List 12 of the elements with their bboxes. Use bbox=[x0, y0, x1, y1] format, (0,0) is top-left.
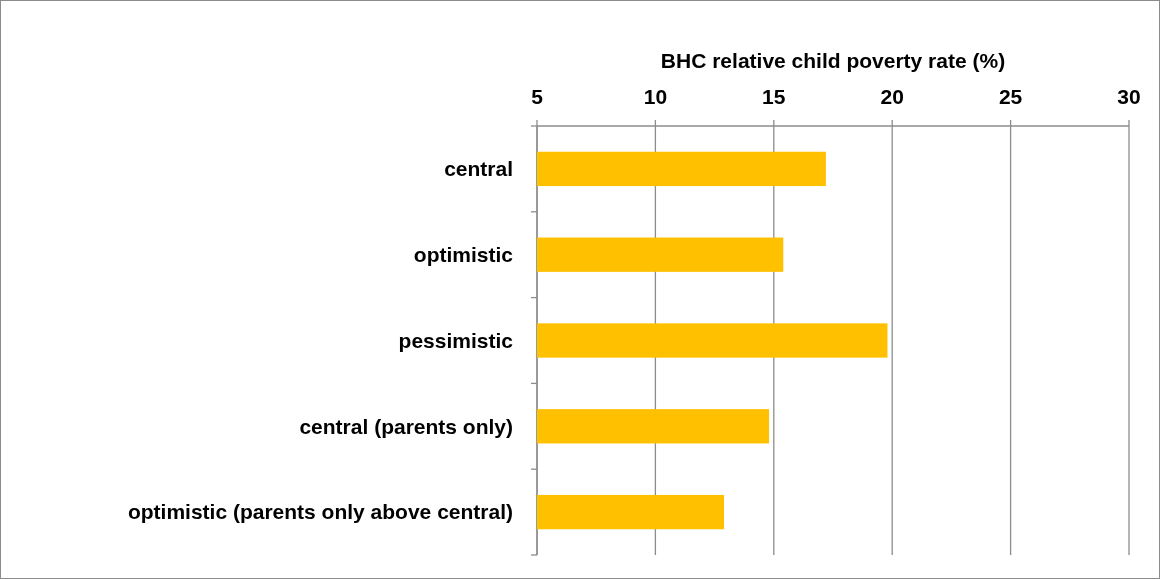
x-tick-label: 10 bbox=[643, 85, 668, 108]
x-tick-label: 25 bbox=[998, 85, 1023, 108]
x-tick-label: 30 bbox=[1117, 85, 1141, 108]
y-tick-label: pessimistic bbox=[398, 328, 514, 352]
y-tick-label: optimistic bbox=[413, 243, 514, 267]
x-axis-title: BHC relative child poverty rate (%) bbox=[660, 49, 1006, 72]
x-tick-label: 20 bbox=[880, 85, 904, 108]
y-tick-label: optimistic (parents only above central) bbox=[127, 500, 513, 524]
y-tick-label: central (parents only) bbox=[299, 414, 513, 438]
x-tick-label: 15 bbox=[762, 85, 786, 108]
x-tick-label: 5 bbox=[531, 85, 544, 108]
y-tick-label: central bbox=[444, 157, 513, 181]
